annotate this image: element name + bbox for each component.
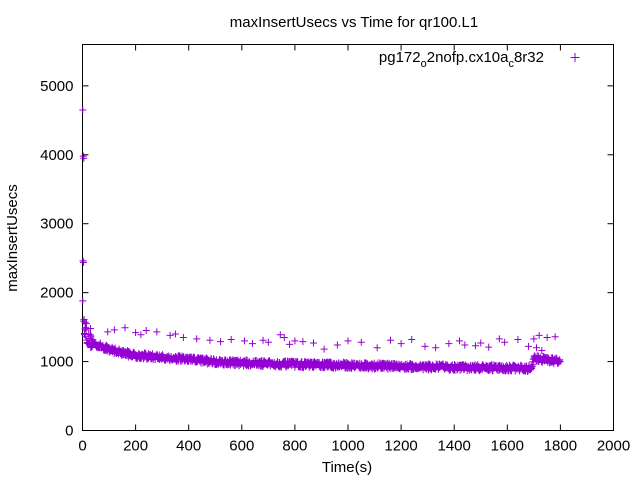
x-tick-label: 400 [176, 438, 201, 455]
data-point [386, 336, 394, 344]
data-point [82, 320, 90, 328]
data-point [533, 344, 541, 352]
data-point [79, 106, 87, 114]
y-tick-label: 3000 [40, 216, 73, 233]
data-point [556, 358, 564, 366]
data-point [471, 342, 479, 350]
data-point [527, 364, 535, 372]
legend-label: pg172o2nofp.cx10ac8r32 [379, 49, 544, 70]
data-point [501, 338, 509, 346]
legend-label-part-2: 2nofp.cx10a [427, 49, 509, 66]
data-points [79, 106, 564, 375]
data-point [264, 338, 272, 346]
data-point [309, 339, 317, 347]
legend-label-subscript-2: c [508, 58, 514, 70]
data-point [421, 342, 429, 350]
y-axis-label: maxInsertUsecs [4, 184, 21, 292]
x-tick-label: 800 [282, 438, 307, 455]
data-point [179, 333, 187, 341]
data-point [80, 258, 88, 266]
data-point [217, 338, 225, 346]
data-point [514, 336, 522, 344]
data-point [373, 344, 381, 352]
x-tick-label: 600 [229, 438, 254, 455]
y-tick-label: 2000 [40, 285, 73, 302]
data-point [153, 328, 161, 336]
data-point [551, 333, 559, 341]
data-point [538, 347, 546, 355]
data-point [87, 332, 95, 340]
x-tick-label: 2000 [597, 438, 630, 455]
data-point [86, 331, 94, 339]
plot-border [82, 44, 614, 431]
data-point [82, 326, 90, 334]
x-tick-label: 200 [123, 438, 148, 455]
data-point [530, 335, 538, 343]
x-tick-label: 1800 [544, 438, 577, 455]
y-tick-label: 5000 [40, 78, 73, 95]
data-point [280, 333, 288, 341]
data-point [227, 336, 235, 344]
data-point [495, 335, 503, 343]
data-point [171, 330, 179, 338]
data-point [86, 324, 94, 332]
data-point [477, 339, 485, 347]
x-axis-label: Time(s) [322, 459, 372, 476]
data-point [299, 338, 307, 346]
data-point [142, 327, 150, 335]
data-point [357, 338, 365, 346]
data-point [240, 337, 248, 345]
x-tick-label: 0 [78, 438, 86, 455]
data-point [259, 336, 267, 344]
legend-label-subscript-1: o [421, 58, 427, 70]
legend-label-part-3: 8r32 [514, 49, 544, 66]
data-point [110, 326, 118, 334]
x-tick-label: 1400 [438, 438, 471, 455]
data-point [456, 337, 464, 345]
x-tick-label: 1600 [491, 438, 524, 455]
y-tick-label: 0 [65, 423, 73, 440]
y-tick-label: 1000 [40, 354, 73, 371]
data-point [461, 341, 469, 349]
data-point [80, 154, 88, 162]
data-point [408, 336, 416, 344]
data-point [248, 340, 256, 348]
data-point [132, 329, 140, 337]
data-point [79, 297, 87, 305]
data-point [121, 324, 129, 332]
data-point [445, 340, 453, 348]
data-point [79, 257, 87, 265]
x-tick-label: 1200 [384, 438, 417, 455]
data-point [166, 331, 174, 339]
data-point [276, 331, 284, 339]
legend: pg172o2nofp.cx10ac8r32 [379, 49, 580, 70]
data-point [397, 340, 405, 348]
data-point [320, 345, 328, 353]
data-point [485, 343, 493, 351]
data-point [193, 335, 201, 343]
data-point [432, 344, 440, 352]
data-point [525, 342, 533, 350]
data-point [137, 331, 145, 339]
data-point [344, 337, 352, 345]
data-point [104, 328, 112, 336]
legend-label-part-1: pg172 [379, 49, 421, 66]
x-tick-label: 1000 [331, 438, 364, 455]
data-point [535, 331, 543, 339]
data-point [206, 336, 214, 344]
y-tick-label: 4000 [40, 147, 73, 164]
chart-title: maxInsertUsecs vs Time for qr100.L1 [230, 14, 478, 31]
axis-ticks: 0 200 400 600 800 1000 1200 1400 1600 1800 2000 0 10… [40, 44, 630, 455]
data-point [286, 340, 294, 348]
data-point [333, 341, 341, 349]
data-point [81, 318, 89, 326]
data-point [543, 333, 551, 341]
legend-marker-plus [570, 53, 580, 62]
data-point [425, 360, 433, 368]
data-point [291, 337, 299, 345]
